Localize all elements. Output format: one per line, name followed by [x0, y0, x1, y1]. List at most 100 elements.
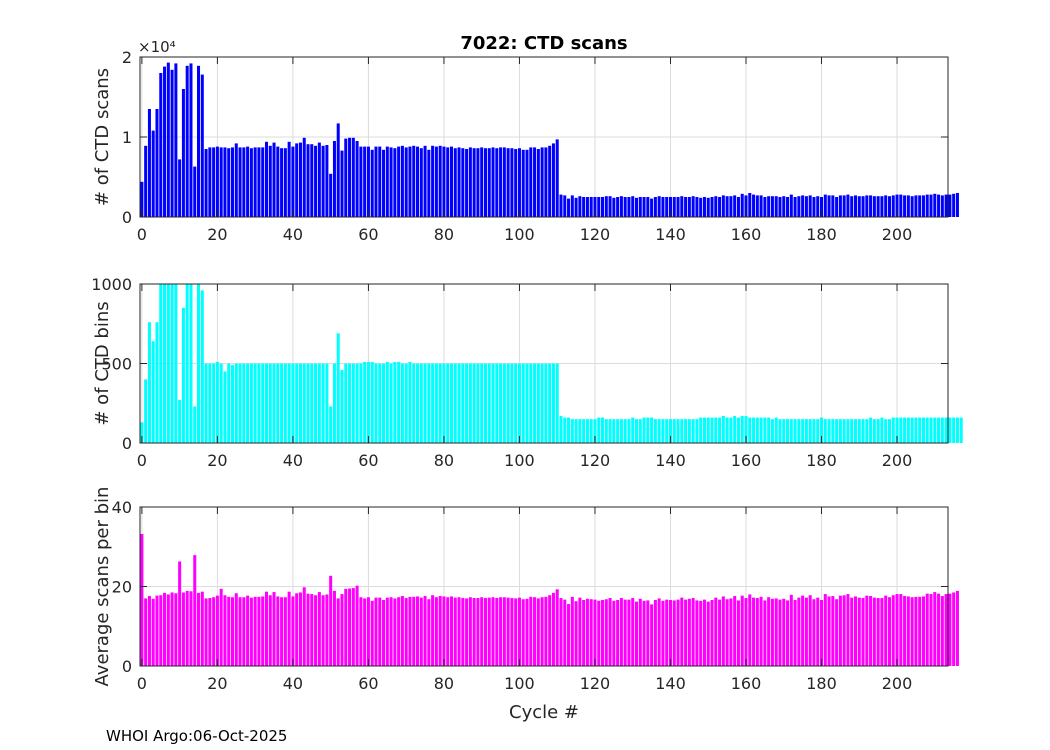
bar-avg [227, 596, 231, 666]
bar-avg [952, 592, 956, 666]
bar-avg [438, 596, 442, 666]
bar-scans [744, 195, 748, 217]
bar-avg [178, 561, 182, 666]
bar-bins [472, 363, 476, 443]
bar-avg [510, 598, 514, 666]
bar-avg [310, 594, 314, 666]
bar-scans [419, 148, 423, 217]
bar-scans [710, 197, 714, 217]
bar-bins [276, 363, 280, 443]
bar-avg [378, 597, 382, 666]
bar-bins [891, 417, 895, 443]
bar-scans [793, 197, 797, 217]
bar-scans [789, 194, 793, 217]
bar-bins [223, 371, 227, 443]
bar-avg [238, 597, 242, 666]
bar-scans [921, 195, 925, 217]
bar-bins [691, 419, 695, 443]
bar-avg [861, 598, 865, 666]
bar-scans [246, 146, 250, 217]
bar-scans [276, 146, 280, 217]
bar-scans [351, 137, 355, 217]
x-tick-label: 180 [806, 225, 837, 244]
bar-scans [865, 195, 869, 217]
bar-scans [706, 197, 710, 217]
bar-avg [891, 595, 895, 666]
bar-scans [846, 194, 850, 217]
bar-avg [691, 598, 695, 666]
bar-avg [563, 599, 567, 666]
bar-bins [340, 369, 344, 443]
bar-bins [423, 363, 427, 443]
bar-avg [155, 595, 159, 666]
bar-bins [748, 417, 752, 443]
bar-avg [627, 599, 631, 666]
bar-avg [499, 597, 503, 666]
x-tick-label: 140 [655, 225, 686, 244]
bar-avg [736, 600, 740, 666]
bar-scans [525, 149, 529, 217]
bar-bins [623, 419, 627, 443]
bar-scans [680, 196, 684, 217]
bar-avg [268, 595, 272, 666]
bar-avg [332, 590, 336, 666]
bar-scans [551, 143, 555, 217]
bar-scans [219, 147, 223, 217]
bar-bins [548, 363, 552, 443]
y-exponent-label: ×10⁴ [138, 38, 176, 56]
bar-scans [842, 195, 846, 217]
x-tick-label: 20 [207, 225, 227, 244]
bar-avg [752, 597, 756, 666]
bar-avg [903, 596, 907, 666]
bar-avg [215, 595, 219, 666]
bar-scans [280, 148, 284, 217]
bar-scans [189, 63, 193, 218]
bar-scans [363, 146, 367, 217]
bar-scans [208, 147, 212, 217]
bar-avg [457, 597, 461, 666]
bar-scans [230, 147, 235, 217]
bar-bins [400, 363, 404, 443]
bar-bins [298, 363, 302, 443]
bar-bins [593, 419, 597, 443]
bar-scans [272, 142, 276, 217]
bar-bins [665, 419, 669, 443]
bar-avg [181, 592, 185, 666]
bar-scans [461, 148, 465, 217]
bar-bins [363, 361, 367, 443]
bar-avg [646, 600, 650, 666]
x-tick-label: 0 [137, 674, 147, 693]
bar-bins [797, 419, 801, 443]
bar-avg [604, 599, 608, 666]
bar-avg [895, 594, 899, 666]
bar-bins [706, 417, 710, 443]
bar-bins [253, 363, 257, 443]
bar-scans [261, 147, 265, 217]
bar-bins [906, 417, 910, 443]
y-axis-label-bins: # of CTD bins [92, 301, 113, 425]
bar-bins [272, 363, 276, 443]
bar-bins [283, 363, 287, 443]
bar-bins [952, 417, 956, 443]
bar-bins [627, 419, 631, 443]
bar-avg [257, 596, 261, 666]
x-tick-label: 60 [358, 674, 378, 693]
bar-scans [876, 196, 880, 217]
bar-bins [449, 363, 454, 443]
y-axis-label-scans: # of CTD scans [92, 68, 113, 206]
bar-avg [382, 600, 386, 666]
bar-avg [366, 597, 370, 666]
bar-bins [634, 419, 639, 443]
bar-scans [332, 141, 336, 217]
bar-bins [419, 363, 423, 443]
bar-scans [215, 146, 219, 217]
bar-bins [540, 363, 544, 443]
bar-scans [955, 193, 959, 217]
bar-avg [468, 597, 472, 666]
bar-bins [827, 419, 831, 443]
bar-avg [408, 596, 412, 666]
y-axis-label-avg: Average scans per bin [92, 487, 113, 687]
bar-scans [385, 146, 389, 217]
bar-bins [499, 363, 503, 443]
bar-bins [831, 419, 835, 443]
